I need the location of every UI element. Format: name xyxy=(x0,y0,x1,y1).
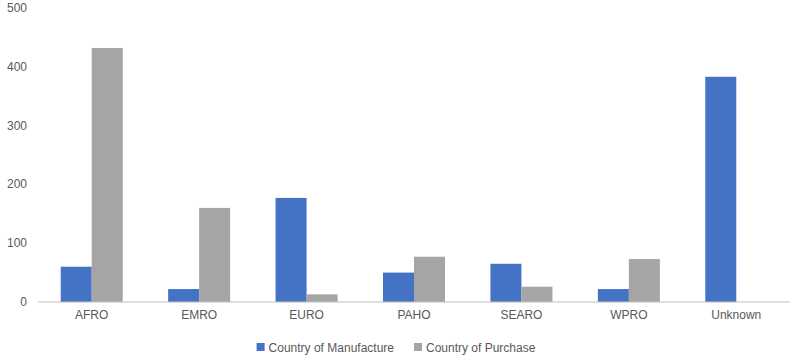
legend-swatch xyxy=(257,343,265,351)
bar xyxy=(629,259,660,302)
legend-label: Country of Purchase xyxy=(426,341,536,355)
bar xyxy=(490,264,521,302)
bar xyxy=(598,289,629,302)
y-tick-label: 400 xyxy=(7,60,27,74)
bar xyxy=(61,267,92,302)
legend: Country of Manufacture Country of Purchas… xyxy=(257,341,536,355)
x-tick-label: WPRO xyxy=(610,308,647,322)
y-tick-label: 300 xyxy=(7,119,27,133)
bar xyxy=(414,257,445,302)
y-tick-label: 200 xyxy=(7,177,27,191)
bar xyxy=(276,198,307,302)
bars xyxy=(61,48,737,302)
bar xyxy=(199,208,230,302)
y-tick-label: 100 xyxy=(7,236,27,250)
x-tick-label: PAHO xyxy=(397,308,430,322)
chart: 0 100 200 300 400 500 AFRO EMRO EURO PAHO SEARO WPR… xyxy=(0,0,792,361)
y-tick-label: 0 xyxy=(20,295,27,309)
chart-container: 0 100 200 300 400 500 AFRO EMRO EURO PAHO SEARO WPR… xyxy=(0,0,792,361)
x-tick-label: EURO xyxy=(289,308,324,322)
legend-swatch xyxy=(414,343,422,351)
x-tick-label: SEARO xyxy=(500,308,542,322)
bar xyxy=(92,48,123,302)
bar xyxy=(521,287,552,302)
bar xyxy=(705,77,736,302)
x-tick-label: Unknown xyxy=(711,308,761,322)
bar xyxy=(383,273,414,302)
x-axis-line xyxy=(38,302,790,303)
x-tick-label: EMRO xyxy=(181,308,217,322)
legend-label: Country of Manufacture xyxy=(269,341,395,355)
bar xyxy=(168,289,199,302)
y-tick-label: 500 xyxy=(7,1,27,15)
bar xyxy=(307,294,338,302)
x-tick-label: AFRO xyxy=(75,308,108,322)
